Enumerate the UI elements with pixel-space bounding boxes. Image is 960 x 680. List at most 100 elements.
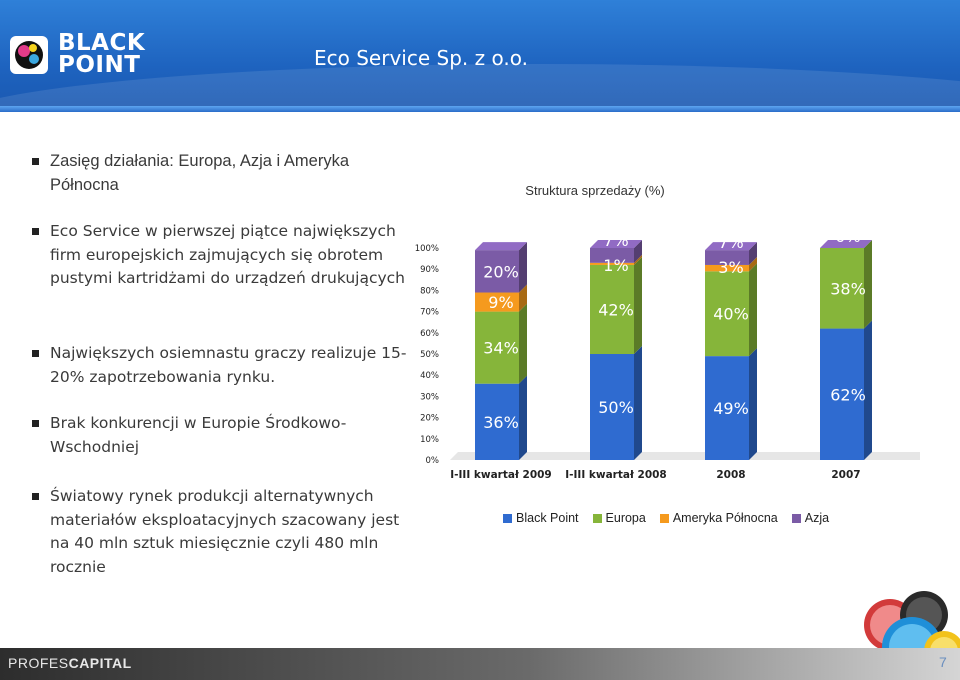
y-tick-label: 60% [420,329,439,339]
y-tick-label: 30% [420,392,439,402]
bar-top [475,242,527,251]
bar-segment [820,248,864,329]
slide-title: Eco Service Sp. z o.o. [314,46,528,70]
bar-top [705,242,757,251]
legend-item: Ameryka Północna [659,511,778,525]
y-tick-label: 90% [420,265,439,275]
bar-segment-side [634,240,642,263]
header-band: BLACK POINT Eco Service Sp. z o.o. [0,0,960,112]
legend-label: Ameryka Północna [672,511,778,525]
data-label: 42% [598,300,634,319]
bullet-square-icon [32,350,39,357]
bar-segment [705,271,749,357]
logo-line-2: POINT [58,52,141,78]
brand-prefix: PROFES [8,655,69,671]
data-label: 3% [718,258,743,277]
bullet-text: Zasięg działania: Europa, Azja i Ameryka… [50,152,349,194]
data-label: 20% [483,262,519,281]
bullet-square-icon [32,420,39,427]
bar-segment [475,292,519,312]
black-point-logo: BLACK POINT [8,32,176,78]
legend-label: Europa [605,511,646,525]
y-tick-label: 100% [415,244,439,254]
bar-segment-side [864,240,872,329]
brand-bold: CAPITAL [68,655,132,671]
bullet-square-icon [32,158,39,165]
bar-segment [705,264,749,272]
category-label: 2007 [831,469,860,481]
bar-segment-side [519,284,527,312]
bullet-text: Największych osiemnastu graczy realizuje… [50,344,407,386]
chart-title: Struktura sprzedaży (%) [525,183,665,198]
bar-segment [590,248,634,263]
bar-top [590,240,642,248]
page-number: 7 [939,654,947,670]
bar-segment-side [634,346,642,460]
data-label: 50% [598,398,634,417]
bullet-item: Eco Service w pierwszej piątce największ… [32,220,422,291]
bullet-square-icon [32,228,39,235]
y-tick-label: 40% [420,371,439,381]
category-label: I-III kwartał 2009 [450,469,551,481]
data-label: 40% [713,305,749,324]
y-tick-label: 80% [420,286,439,296]
bar-segment-side [749,263,757,357]
data-label: 62% [830,385,866,404]
data-label: 7% [718,233,743,252]
legend-item: Azja [791,511,829,525]
bar-segment [590,354,634,460]
bullet-text: Brak konkurencji w Europie Środkowo-Wsch… [50,414,347,456]
sales-structure-chart: 0% 10% 20% 30% 40% 50% 60% 70% 80% 90% 100% 36% 34% 9… [415,227,920,481]
bullet-item: Największych osiemnastu graczy realizuje… [32,342,422,389]
bar-segment-side [749,256,757,272]
data-label: 7% [603,231,628,250]
bullet-item: Światowy rynek produkcji alternatywnych … [32,485,422,579]
bullet-item: Zasięg działania: Europa, Azja i Ameryka… [32,150,422,197]
data-label: 36% [483,413,519,432]
logo-line-1: BLACK [58,30,146,56]
bar-segment-side [519,242,527,293]
header-underline [0,106,960,112]
legend-label: Black Point [516,511,579,525]
y-tick-label: 20% [420,414,439,424]
legend-swatch [659,513,669,523]
bar-segment-side [749,348,757,460]
legend-swatch [592,513,602,523]
bar-segment [475,311,519,384]
chart-legend: Black Point Europa Ameryka Północna Azja [503,511,829,525]
category-label: 2008 [716,469,745,481]
y-tick-label: 70% [420,308,439,318]
data-label: 49% [713,399,749,418]
footer-bar [0,648,960,680]
bar-segment [820,328,864,460]
y-tick-label: 0% [426,456,440,466]
bar-top [820,240,872,248]
chart-floor [450,452,920,460]
bar-segment [705,356,749,460]
bar-segment [590,262,634,265]
bar-segment [475,250,519,293]
y-tick-label: 10% [420,435,439,445]
profescapital-logo: PROFESCAPITAL [8,655,132,671]
bar-segment-side [519,303,527,384]
bullet-square-icon [32,493,39,500]
bar-segment [475,383,519,460]
y-tick-label: 50% [420,350,439,360]
bar-segment [590,264,634,354]
data-label: 1% [603,256,628,275]
bar-segment-side [749,242,757,265]
data-label: 34% [483,339,519,358]
legend-item: Black Point [503,511,579,525]
ink-drop-icon [10,36,48,74]
bar-segment-side [634,254,642,265]
bar-segment [705,250,749,265]
bar-segment-side [634,256,642,354]
bullet-item: Brak konkurencji w Europie Środkowo-Wsch… [32,412,422,459]
category-label: I-III kwartał 2008 [565,469,666,481]
bullet-text: Światowy rynek produkcji alternatywnych … [50,487,400,576]
data-label: 0% [835,227,860,246]
bullet-text: Eco Service w pierwszej piątce największ… [50,222,406,287]
legend-swatch [503,513,512,523]
bar-segment-side [519,375,527,460]
data-label: 9% [488,293,513,312]
